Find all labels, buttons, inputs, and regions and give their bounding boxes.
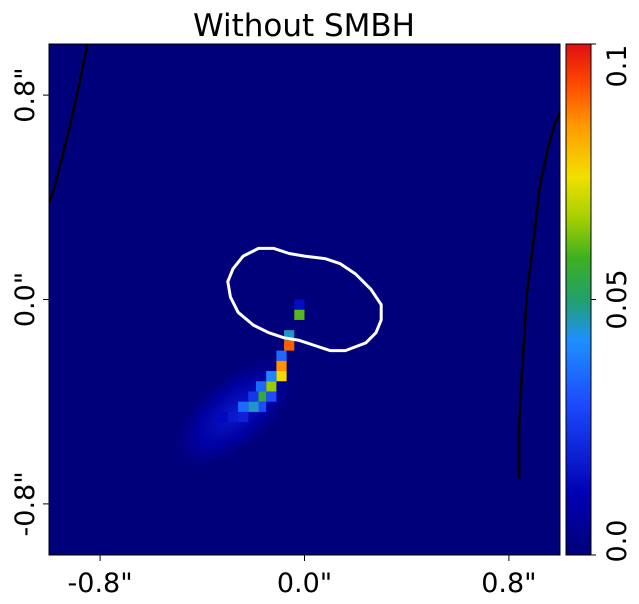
heatmap-pixel bbox=[248, 401, 259, 412]
colorbar-tick-label: 0.0 bbox=[602, 520, 633, 563]
heatmap-pixel bbox=[276, 350, 287, 361]
heatmap-pixel bbox=[276, 360, 287, 372]
heatmap-pixel bbox=[255, 381, 267, 392]
contour-layer bbox=[49, 44, 560, 479]
heatmap-pixel bbox=[266, 391, 277, 402]
heatmap-pixel bbox=[266, 381, 277, 392]
colorbar-axis: 0.0 0.05 0.1 bbox=[591, 43, 633, 563]
heatmap-pixel bbox=[255, 401, 267, 412]
y-tick-label: -0.8" bbox=[10, 471, 41, 536]
x-axis: -0.8" 0.0" 0.8" bbox=[68, 555, 537, 599]
x-tick-label: 0.8" bbox=[481, 568, 536, 599]
heatmap-pixel bbox=[238, 411, 249, 423]
colorbar-tick-label: 0.1 bbox=[602, 45, 633, 88]
heatmap-pixel bbox=[238, 401, 249, 412]
heatmap-pixel bbox=[217, 411, 228, 423]
x-tick-label: 0.0" bbox=[277, 568, 332, 599]
pixel-layer bbox=[217, 299, 305, 423]
heatmap-pixel bbox=[294, 309, 305, 320]
heatmap-pixel bbox=[227, 411, 239, 423]
black-contour bbox=[517, 112, 560, 479]
white-contour bbox=[226, 246, 383, 353]
heatmap-pixel bbox=[255, 391, 267, 402]
y-tick-label: 0.0" bbox=[10, 272, 41, 327]
heatmap-pixel bbox=[284, 330, 295, 341]
heatmap-pixel bbox=[294, 299, 305, 310]
plot-area bbox=[49, 44, 560, 555]
heatmap-pixel bbox=[276, 371, 287, 382]
heatmap-pixel bbox=[266, 371, 277, 382]
heatmap-pixel bbox=[284, 340, 295, 351]
chart-title: Without SMBH bbox=[193, 8, 415, 44]
colorbar bbox=[565, 43, 592, 556]
colorbar-tick-label: 0.05 bbox=[602, 269, 633, 329]
y-axis: -0.8" 0.0" 0.8" bbox=[10, 67, 49, 536]
black-contour bbox=[49, 44, 89, 203]
x-tick-label: -0.8" bbox=[68, 568, 133, 599]
y-tick-label: 0.8" bbox=[10, 67, 41, 122]
heatmap-pixel bbox=[248, 391, 259, 402]
